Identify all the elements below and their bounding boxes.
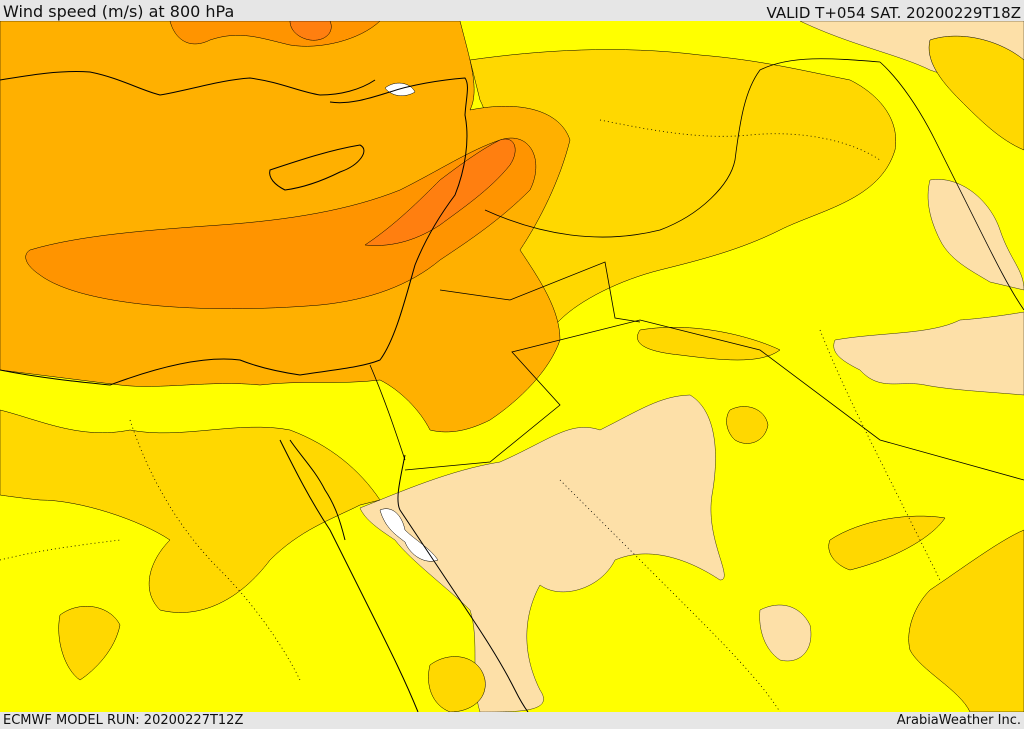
coastline-red-sea-west — [279, 439, 419, 712]
border-egypt-sudan — [369, 364, 406, 461]
map-canvas — [0, 21, 1024, 712]
border-syria-iraq — [484, 58, 881, 238]
field-mid-band-ne — [928, 35, 1024, 151]
coastline-cyprus — [269, 144, 365, 191]
dotted-boundary-4 — [599, 119, 881, 161]
field-mid-band-south — [428, 656, 486, 712]
valid-time-label: VALID T+054 SAT. 20200229T18Z — [766, 4, 1021, 22]
field-low-band-se — [759, 604, 812, 662]
field-mid-band-east-strip — [637, 327, 781, 361]
field-low-band-south — [359, 394, 725, 712]
model-run-label: ECMWF MODEL RUN: 20200227T12Z — [3, 713, 244, 728]
wind-speed-map — [0, 21, 1024, 712]
coastline-red-sea-east — [397, 454, 529, 712]
field-mid-band-west — [0, 409, 381, 613]
field-higher-band — [25, 137, 537, 309]
footer-bar: ECMWF MODEL RUN: 20200227T12Z ArabiaWeat… — [0, 712, 1024, 729]
dotted-boundary-1 — [129, 419, 301, 681]
coastline-anatolia — [0, 71, 376, 96]
coastline-med — [0, 77, 468, 386]
credit-label: ArabiaWeather Inc. — [896, 713, 1021, 728]
border-jordan — [439, 261, 641, 323]
field-max-band — [364, 138, 516, 246]
header-bar: Wind speed (m/s) at 800 hPa VALID T+054 … — [0, 0, 1024, 22]
coastline-gulf-suez — [289, 439, 346, 541]
border-saudi-iraq — [404, 319, 1024, 481]
sea-gap-south — [379, 508, 439, 562]
field-max-band-north — [289, 21, 332, 41]
field-mid-band-sw — [58, 606, 121, 681]
map-title: Wind speed (m/s) at 800 hPa — [3, 2, 235, 21]
field-mid-band-se1 — [828, 515, 946, 571]
field-mid-band-se2 — [908, 529, 1024, 712]
field-mid-band-island — [726, 406, 769, 444]
dotted-boundary-5 — [0, 539, 121, 561]
sea-gap-north — [384, 82, 416, 96]
border-iran — [879, 61, 1024, 311]
field-low-band-east — [833, 311, 1024, 396]
dotted-boundary-3 — [819, 329, 941, 581]
